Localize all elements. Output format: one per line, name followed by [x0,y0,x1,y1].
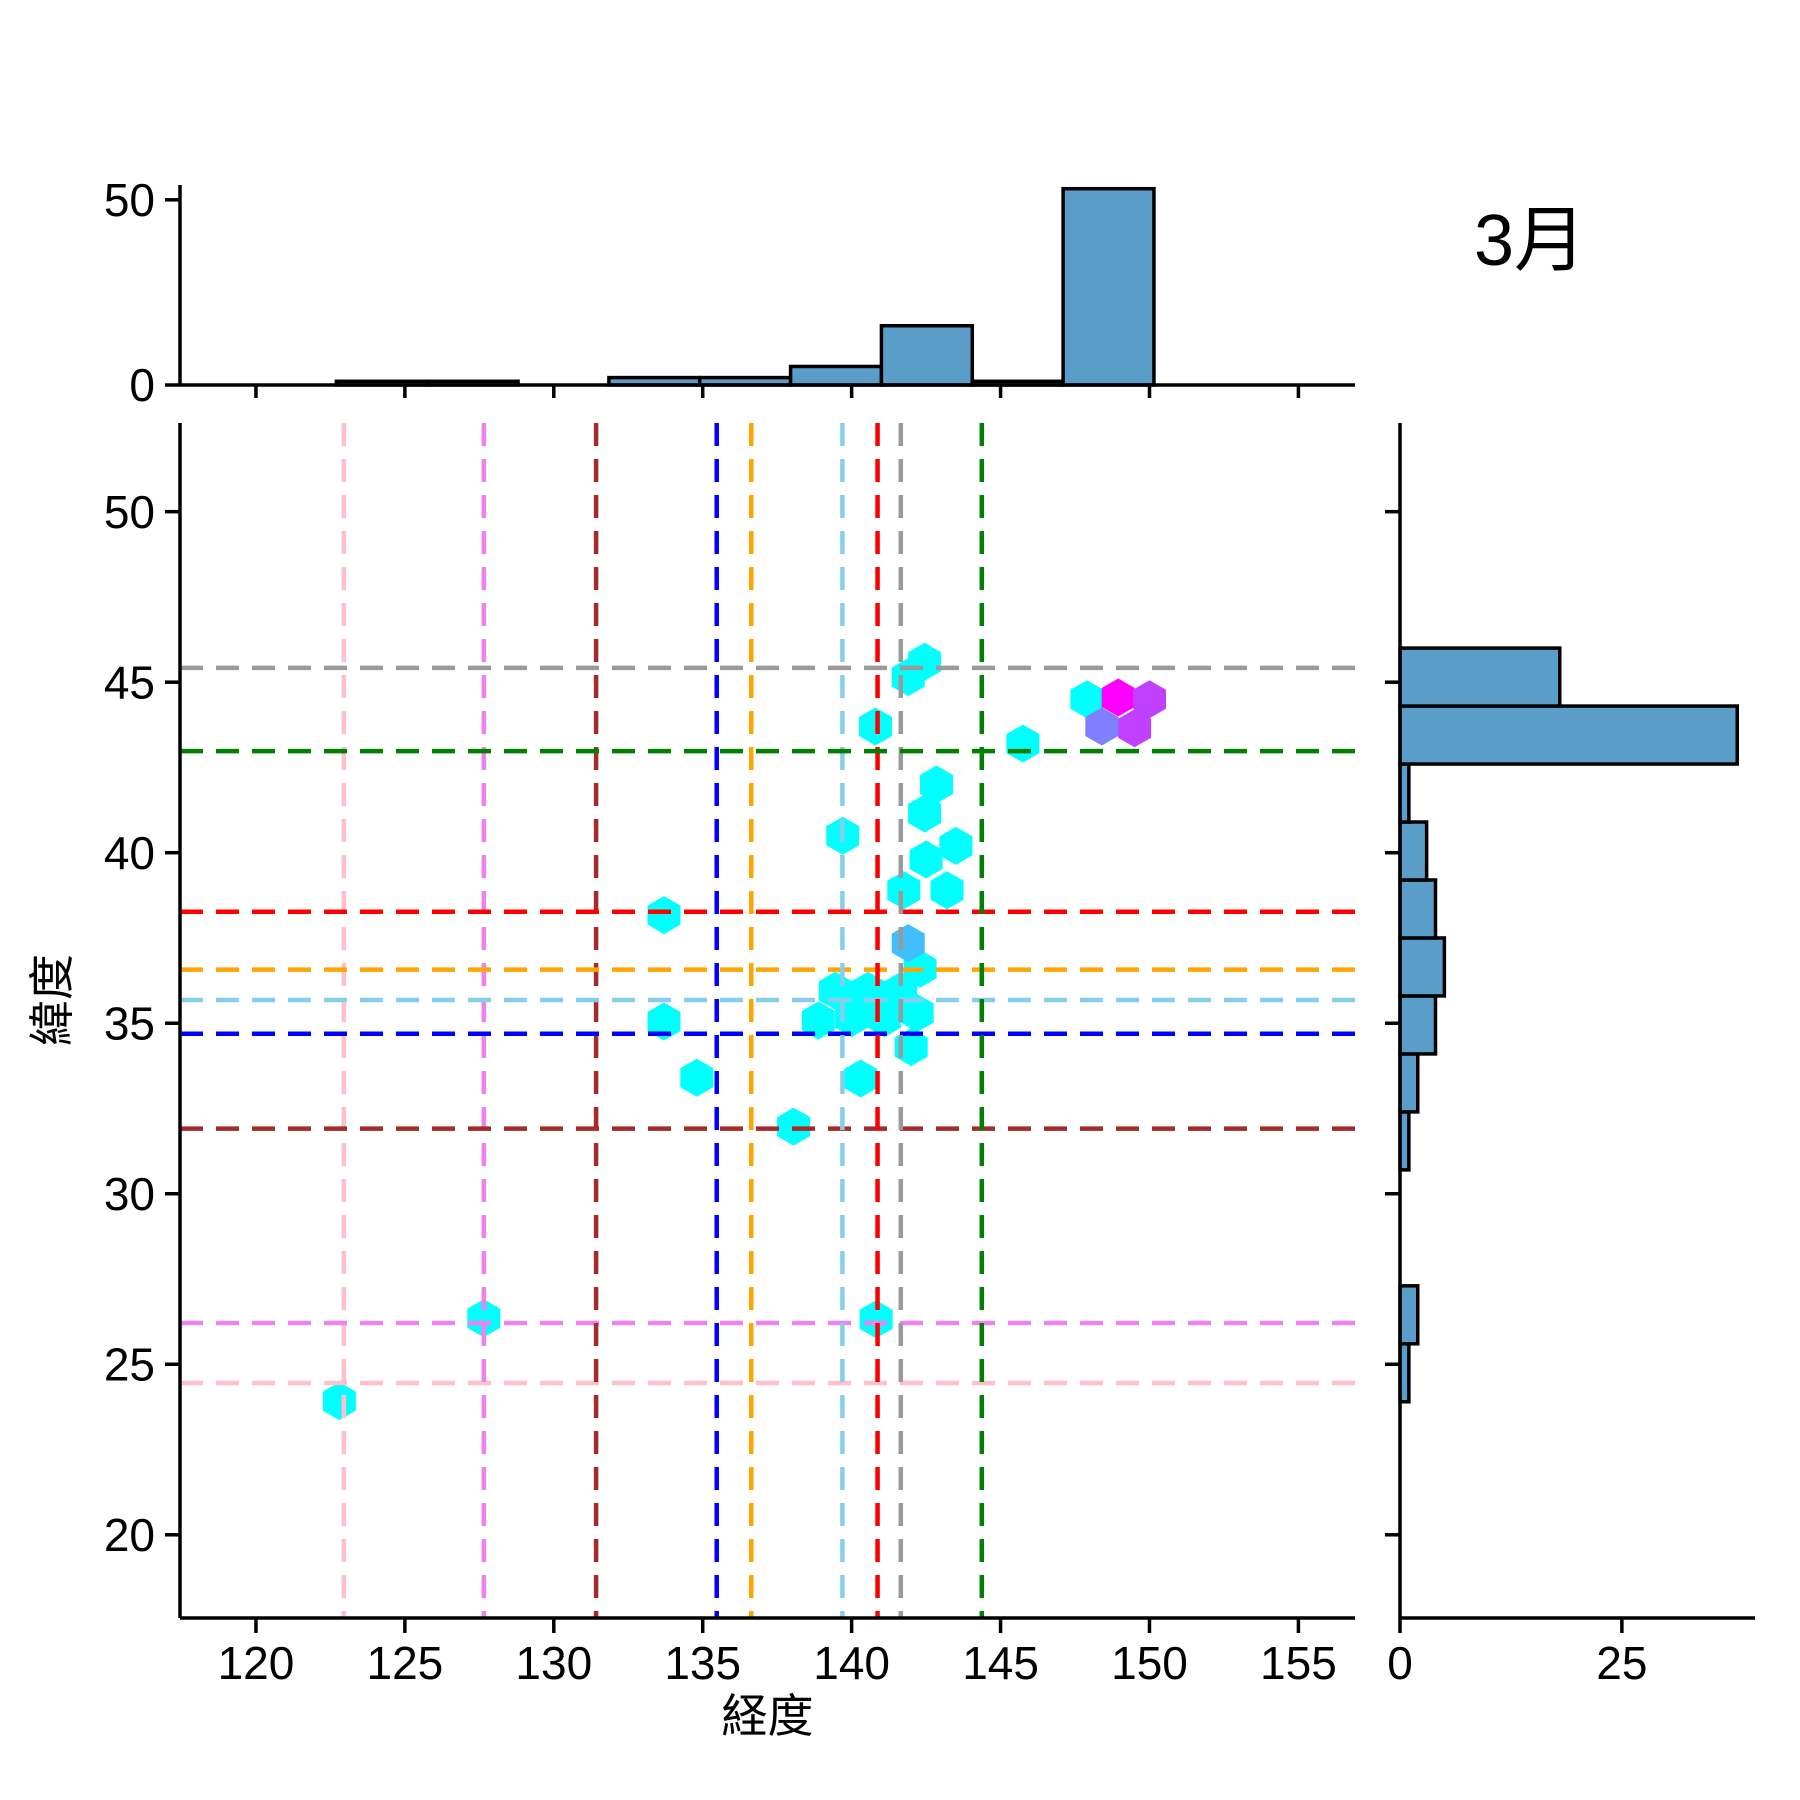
hexbin-marker [1085,707,1119,746]
main-x-tick-label: 140 [813,1637,890,1689]
top-histogram-bar [788,364,884,387]
hexbin-marker [908,794,942,833]
hexbin-marker [322,1382,356,1421]
hexbin-marker [930,871,964,910]
main-y-tick-label: 45 [104,656,155,708]
top-hist-y-tick-label: 50 [104,174,155,226]
main-y-tick-label: 25 [104,1338,155,1390]
right-histogram-bar [1398,878,1438,940]
main-x-tick-label: 155 [1260,1637,1337,1689]
chart-title: 3月 [1473,201,1587,281]
hexbin-marker [900,994,934,1032]
right-histogram-bar [1398,646,1562,708]
right-hist-x-tick-label: 0 [1387,1637,1413,1689]
right-histogram-bar [1398,820,1429,882]
main-x-tick-label: 130 [515,1637,592,1689]
hexbin-marker [939,826,973,865]
hexbin-marker [467,1299,501,1338]
right-histogram-bar [1398,936,1447,998]
right-histogram-bar [1398,1284,1420,1346]
main-x-tick-label: 135 [664,1637,741,1689]
main-y-tick-label: 40 [104,827,155,879]
main-y-tick-label: 50 [104,486,155,538]
hexbin-marker [909,840,943,879]
main-y-tick-label: 35 [104,997,155,1049]
top-histogram-bar [1061,186,1156,387]
hexbin-marker [1118,709,1152,748]
hexbin-marker [647,1002,681,1041]
hexbin-marker [801,1001,835,1040]
top-histogram-bar [879,323,975,387]
hexbin-marker [1006,724,1040,763]
hexbin-marker [1133,680,1166,719]
hexbin-marker [1101,678,1135,717]
right-histogram-bar [1398,994,1438,1056]
main-x-tick-label: 145 [962,1637,1039,1689]
right-histogram-bar [1398,704,1739,766]
hexbin-marker [859,1300,893,1339]
top-hist-y-tick-label: 0 [129,359,155,411]
main-x-tick-label: 125 [366,1637,443,1689]
hexbin-marker [908,642,942,681]
right-hist-x-tick-label: 25 [1596,1637,1647,1689]
main-x-tick-label: 150 [1111,1637,1188,1689]
hexbin-marker [1070,680,1104,719]
hexbin-marker [844,1059,878,1098]
main-y-tick-label: 30 [104,1168,155,1220]
main-x-tick-label: 120 [218,1637,295,1689]
hexbin-marker [920,765,953,804]
hexbin-marker [887,871,921,910]
hexbin-marker [647,896,681,935]
hexbin-marker [680,1058,714,1097]
main-y-tick-label: 20 [104,1509,155,1561]
x-axis-label: 経度 [721,1690,814,1742]
right-histogram-bar [1398,1052,1420,1114]
y-axis-label: 緯度 [26,954,78,1046]
